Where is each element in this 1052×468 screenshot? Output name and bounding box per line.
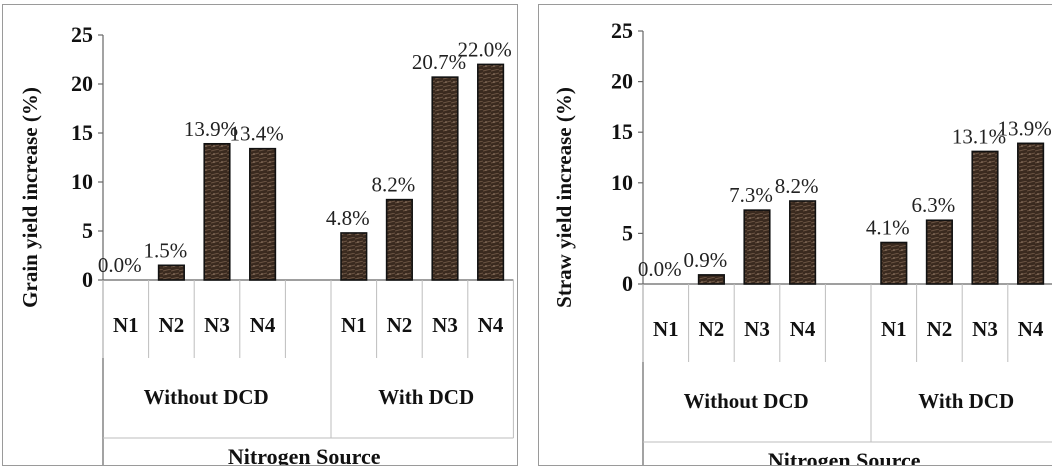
y-axis-title: Grain yield increase (%) bbox=[18, 87, 42, 308]
bar bbox=[431, 76, 459, 281]
data-label: 1.5% bbox=[144, 238, 188, 262]
category-label: N1 bbox=[113, 313, 139, 337]
bar bbox=[925, 219, 953, 285]
group-label: With DCD bbox=[918, 389, 1014, 413]
data-label: 22.0% bbox=[457, 37, 511, 61]
y-tick-label: 10 bbox=[71, 169, 93, 194]
data-label: 0.0% bbox=[98, 253, 142, 277]
data-label: 0.9% bbox=[684, 248, 728, 272]
y-tick-label: 15 bbox=[611, 119, 633, 144]
data-label: 8.2% bbox=[775, 174, 819, 198]
data-label: 20.7% bbox=[412, 50, 466, 74]
bar bbox=[157, 264, 185, 281]
data-label: 0.0% bbox=[638, 257, 682, 281]
category-label: N4 bbox=[250, 313, 276, 337]
y-tick-label: 25 bbox=[611, 18, 633, 43]
data-label: 13.4% bbox=[229, 122, 283, 146]
category-label: N2 bbox=[387, 313, 413, 337]
data-label: 6.3% bbox=[912, 193, 956, 217]
y-tick-label: 0 bbox=[622, 271, 633, 296]
y-tick-label: 20 bbox=[71, 71, 93, 96]
bar bbox=[249, 147, 277, 281]
bar bbox=[340, 232, 368, 281]
data-label: 4.8% bbox=[326, 206, 370, 230]
category-label: N3 bbox=[204, 313, 230, 337]
straw-yield-chart: 0 5 10 15 20 25 Straw yield increase (%) Withou… bbox=[552, 18, 1052, 465]
category-label: N1 bbox=[881, 317, 907, 341]
bar bbox=[697, 274, 725, 285]
y-tick-label: 5 bbox=[622, 220, 633, 245]
category-label: N3 bbox=[744, 317, 770, 341]
y-tick-label: 0 bbox=[82, 267, 93, 292]
group-label: Without DCD bbox=[684, 389, 809, 413]
category-label: N2 bbox=[699, 317, 725, 341]
straw-yield-chart-panel: 0 5 10 15 20 25 Straw yield increase (%) Withou… bbox=[538, 4, 1052, 466]
bar bbox=[743, 209, 771, 285]
data-label: 8.2% bbox=[372, 173, 416, 197]
x-axis-title: Nitrogen Source bbox=[768, 448, 921, 465]
group-label: With DCD bbox=[378, 385, 474, 409]
y-tick-label: 15 bbox=[71, 120, 93, 145]
category-label: N1 bbox=[653, 317, 679, 341]
bar bbox=[880, 241, 908, 285]
bar bbox=[477, 63, 505, 281]
category-label: N2 bbox=[159, 313, 185, 337]
category-label: N4 bbox=[790, 317, 816, 341]
grain-yield-chart-panel: 0 5 10 15 20 25 Grain yield increase (%) Withou… bbox=[2, 4, 518, 466]
bar bbox=[789, 200, 817, 285]
y-axis-title: Straw yield increase (%) bbox=[552, 87, 576, 308]
x-axis-title: Nitrogen Source bbox=[228, 444, 381, 465]
y-tick-label: 10 bbox=[611, 170, 633, 195]
y-tick-label: 5 bbox=[82, 218, 93, 243]
category-label: N3 bbox=[972, 317, 998, 341]
data-label: 13.9% bbox=[184, 117, 238, 141]
data-label: 13.1% bbox=[952, 124, 1006, 148]
bar bbox=[385, 198, 413, 281]
y-tick-label: 25 bbox=[71, 22, 93, 47]
category-label: N3 bbox=[432, 313, 458, 337]
category-label: N2 bbox=[927, 317, 953, 341]
data-label: 4.1% bbox=[866, 216, 910, 240]
category-label: N4 bbox=[1018, 317, 1044, 341]
bar bbox=[1017, 142, 1045, 285]
bar bbox=[203, 142, 231, 281]
grain-yield-chart: 0 5 10 15 20 25 Grain yield increase (%) Withou… bbox=[18, 22, 514, 465]
data-label: 7.3% bbox=[729, 183, 773, 207]
group-label: Without DCD bbox=[144, 385, 269, 409]
y-tick-label: 20 bbox=[611, 69, 633, 94]
data-label: 13.9% bbox=[997, 116, 1051, 140]
bar bbox=[971, 150, 999, 285]
category-label: N4 bbox=[478, 313, 504, 337]
category-label: N1 bbox=[341, 313, 367, 337]
